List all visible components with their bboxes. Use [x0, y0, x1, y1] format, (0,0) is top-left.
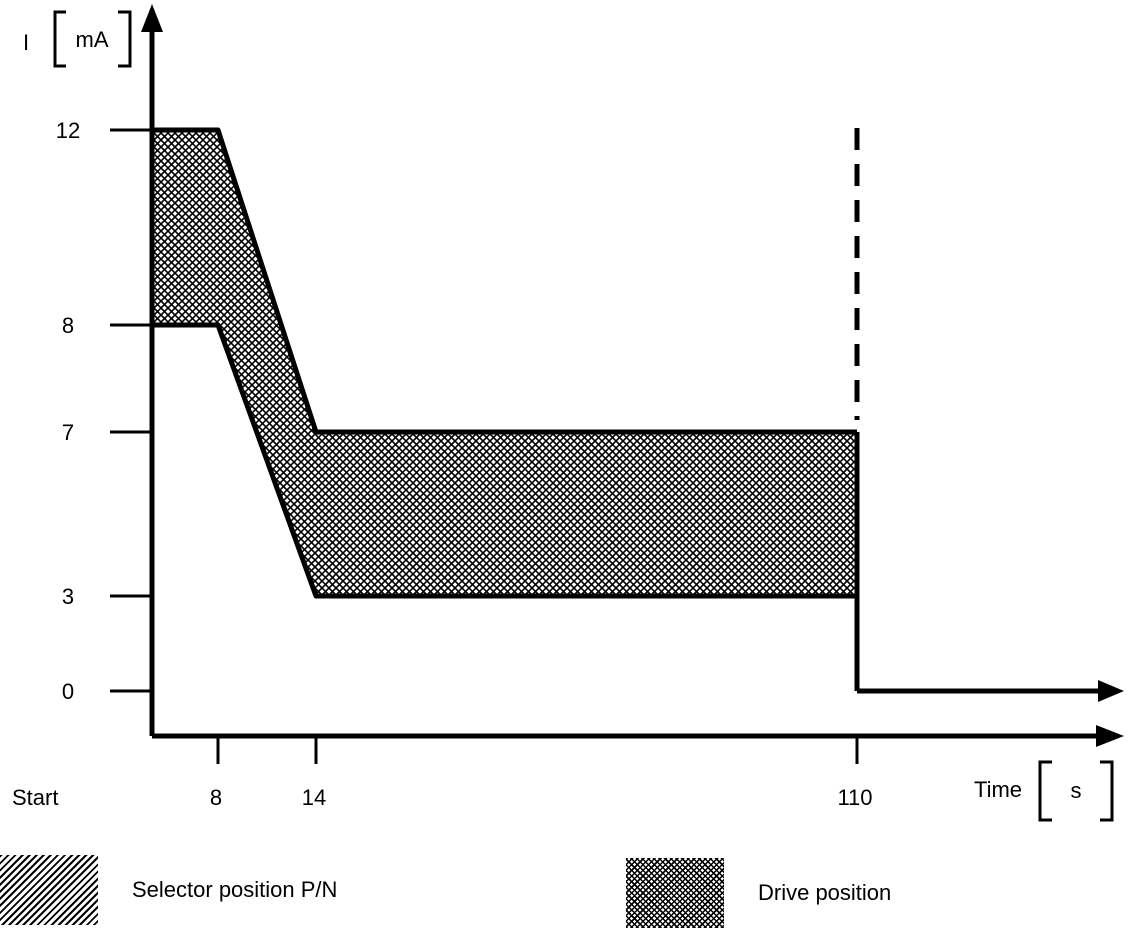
- y-unit-bracket-right: [118, 10, 132, 68]
- y-axis-label: I: [23, 30, 29, 55]
- x-unit-bracket-left: [1038, 760, 1052, 822]
- x-unit-bracket-right: [1100, 760, 1114, 822]
- legend-label-drive: Drive position: [758, 880, 892, 905]
- legend-label-selector: Selector position P/N: [132, 877, 338, 902]
- legend-item-drive: Drive position: [626, 858, 891, 928]
- x-unit-label: s: [1071, 778, 1082, 803]
- x-tick-label: 110: [837, 785, 872, 810]
- x-tick-label: 14: [302, 785, 326, 810]
- band-lower-line: [152, 322, 857, 599]
- y-unit-bracket-left: [53, 10, 66, 68]
- y-tick-label: 8: [62, 313, 74, 338]
- diagonal-hatch-swatch: [0, 855, 98, 925]
- cross-hatch-swatch: [626, 858, 724, 928]
- y-tick-label: 0: [62, 679, 74, 704]
- y-tick-label: 12: [56, 118, 80, 143]
- x-tick-label: 8: [210, 785, 222, 810]
- y-axis-arrowhead: [141, 4, 163, 32]
- x-start-label: Start: [12, 785, 58, 810]
- drive-position-band: [152, 130, 857, 596]
- x-axis-label: Time: [974, 777, 1022, 802]
- y-unit-label: mA: [76, 27, 109, 52]
- legend-item-selector: Selector position P/N: [0, 855, 337, 925]
- zero-line-arrowhead: [1098, 680, 1124, 702]
- y-tick-label: 7: [62, 420, 74, 445]
- x-axis-arrowhead: [1096, 725, 1124, 747]
- y-tick-label: 3: [62, 584, 74, 609]
- band-upper-line: [152, 127, 857, 435]
